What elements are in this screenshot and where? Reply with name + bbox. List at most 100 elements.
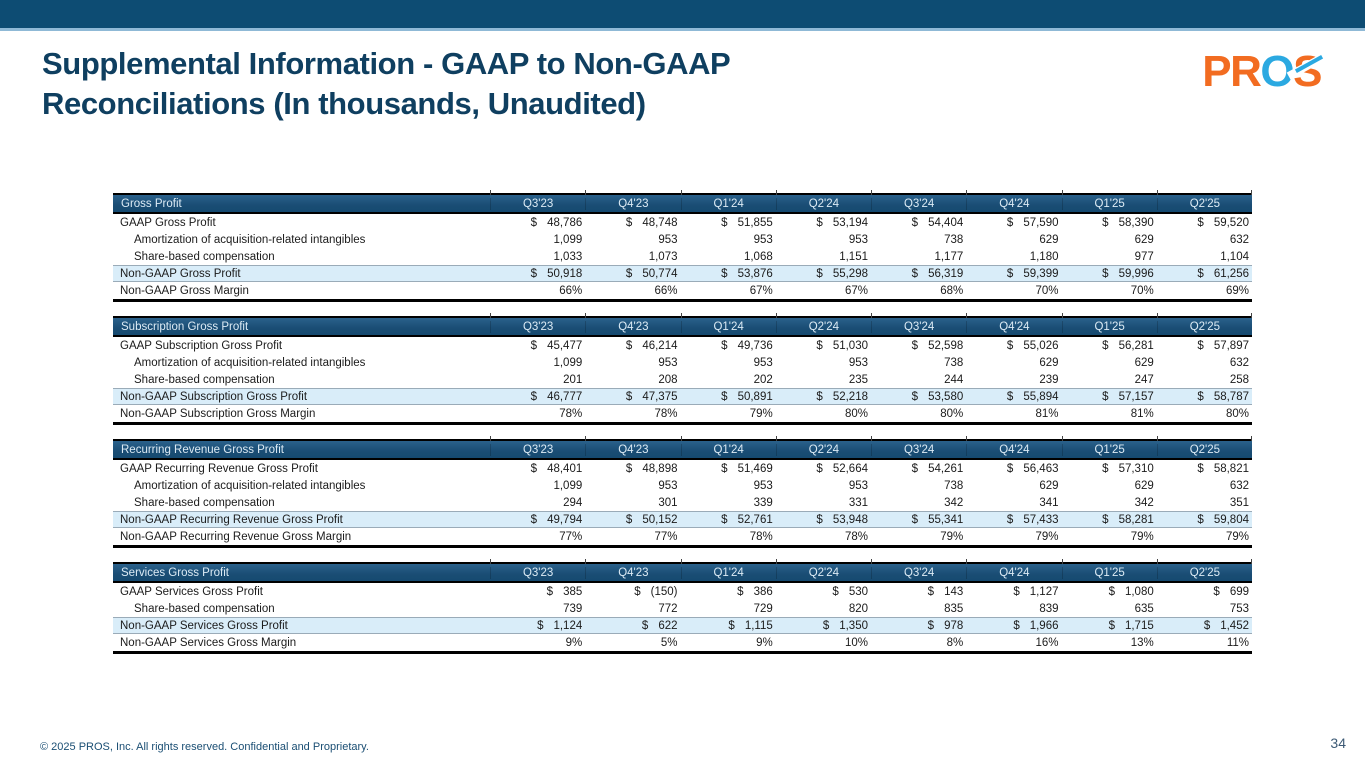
cell-number: 753 bbox=[1229, 602, 1249, 615]
dollar-sign: $ bbox=[530, 339, 538, 352]
cell-value: $46,777 bbox=[490, 391, 585, 403]
cell-value: $56,281 bbox=[1062, 340, 1157, 352]
dollar-sign: $ bbox=[737, 585, 744, 598]
cell-value: 820 bbox=[776, 603, 871, 615]
cell-number: 45,477 bbox=[547, 339, 583, 352]
cell-number: 1,099 bbox=[553, 479, 583, 492]
cell-number: 49,794 bbox=[547, 513, 583, 526]
cell-number: 81% bbox=[1130, 407, 1154, 420]
row-label: Amortization of acquisition-related inta… bbox=[134, 356, 366, 369]
dollar-sign: $ bbox=[1006, 390, 1014, 403]
cell-number: 46,214 bbox=[642, 339, 678, 352]
dollar-sign: $ bbox=[721, 462, 728, 475]
dollar-sign: $ bbox=[546, 585, 554, 598]
cell-value: $58,281 bbox=[1062, 514, 1157, 526]
cell-number: 58,390 bbox=[1118, 216, 1154, 229]
table-row: Amortization of acquisition-related inta… bbox=[113, 354, 1252, 371]
cell-value: $622 bbox=[585, 620, 680, 632]
cell-value: 10% bbox=[776, 637, 871, 649]
cell-number: 55,341 bbox=[928, 513, 964, 526]
cell-value: 1,099 bbox=[490, 234, 585, 246]
cell-value: 1,073 bbox=[585, 251, 680, 263]
cell-number: 53,194 bbox=[832, 216, 868, 229]
dollar-sign: $ bbox=[1102, 513, 1109, 526]
cell-value: 632 bbox=[1157, 357, 1252, 369]
cell-value: 70% bbox=[966, 285, 1061, 297]
column-header: Q4'24 bbox=[966, 312, 1061, 333]
cell-value: 953 bbox=[585, 357, 680, 369]
cell-number: 202 bbox=[753, 373, 773, 386]
cell-number: 301 bbox=[658, 496, 678, 509]
cell-value: $59,804 bbox=[1157, 514, 1252, 526]
cell-value: $48,748 bbox=[585, 217, 680, 229]
page-number: 34 bbox=[1330, 735, 1346, 751]
cell-value: 78% bbox=[776, 531, 871, 543]
column-header: Q4'23 bbox=[585, 435, 680, 456]
cell-value: $1,127 bbox=[966, 586, 1061, 598]
cell-value: $49,736 bbox=[681, 340, 776, 352]
column-header: Q2'25 bbox=[1156, 435, 1253, 456]
dollar-sign: $ bbox=[641, 619, 649, 632]
cell-value: 629 bbox=[1062, 480, 1157, 492]
dollar-sign: $ bbox=[1197, 390, 1204, 403]
cell-value: 1,177 bbox=[871, 251, 966, 263]
table-row: Share-based compensation 1,033 1,073 1,068 1… bbox=[113, 248, 1252, 265]
cell-value: 331 bbox=[776, 497, 871, 509]
cell-number: 1,104 bbox=[1220, 250, 1249, 263]
cell-value: 632 bbox=[1157, 480, 1252, 492]
cell-number: 78% bbox=[844, 530, 868, 543]
column-header: Q4'23 bbox=[585, 312, 680, 333]
dollar-sign: $ bbox=[728, 619, 735, 632]
cell-number: 51,855 bbox=[737, 216, 773, 229]
cell-value: 953 bbox=[585, 234, 680, 246]
cell-number: 294 bbox=[563, 496, 583, 509]
cell-number: 50,918 bbox=[547, 267, 583, 280]
reconciliation-table: Recurring Revenue Gross Profit Q3'23 Q4'23… bbox=[113, 435, 1253, 548]
cell-number: 53,876 bbox=[737, 267, 773, 280]
cell-value: 70% bbox=[1062, 285, 1157, 297]
dollar-sign: $ bbox=[1197, 513, 1204, 526]
cell-value: 342 bbox=[871, 497, 966, 509]
column-header: Q3'23 bbox=[490, 435, 585, 456]
cell-value: 629 bbox=[1062, 357, 1157, 369]
cell-value: $51,855 bbox=[681, 217, 776, 229]
cell-value: 953 bbox=[681, 480, 776, 492]
dollar-sign: $ bbox=[625, 462, 633, 475]
cell-value: 1,068 bbox=[681, 251, 776, 263]
table-row: GAAP Recurring Revenue Gross Profit $48,4… bbox=[113, 460, 1252, 477]
dollar-sign: $ bbox=[1006, 216, 1014, 229]
cell-number: 55,894 bbox=[1023, 390, 1059, 403]
cell-number: 9% bbox=[756, 636, 773, 649]
cell-value: 79% bbox=[966, 531, 1061, 543]
pros-logo: PROS bbox=[1202, 50, 1328, 94]
cell-value: $53,876 bbox=[681, 268, 776, 280]
cell-number: 59,399 bbox=[1023, 267, 1059, 280]
cell-number: 50,891 bbox=[737, 390, 773, 403]
column-header: Q3'24 bbox=[871, 435, 966, 456]
cell-number: 1,127 bbox=[1029, 585, 1059, 598]
cell-number: 953 bbox=[848, 479, 868, 492]
cell-value: 629 bbox=[966, 234, 1061, 246]
cell-value: $1,115 bbox=[681, 620, 776, 632]
column-header: Q4'24 bbox=[966, 189, 1061, 210]
table-header-row: Services Gross Profit Q3'23 Q4'23 Q1'24 Q2'2… bbox=[113, 558, 1253, 583]
cell-value: 953 bbox=[776, 234, 871, 246]
cell-value: 239 bbox=[966, 374, 1061, 386]
cell-number: 953 bbox=[848, 356, 868, 369]
cell-value: $59,996 bbox=[1062, 268, 1157, 280]
cell-number: 1,033 bbox=[553, 250, 583, 263]
column-header: Q4'24 bbox=[966, 435, 1061, 456]
cell-number: 953 bbox=[658, 233, 678, 246]
table-row: GAAP Services Gross Profit $385 $ (150) $386… bbox=[113, 583, 1252, 600]
cell-value: 208 bbox=[585, 374, 680, 386]
cell-value: $58,787 bbox=[1157, 391, 1252, 403]
dollar-sign: $ bbox=[911, 462, 919, 475]
cell-number: 80% bbox=[1225, 407, 1249, 420]
cell-value: $50,774 bbox=[585, 268, 680, 280]
dollar-sign: $ bbox=[816, 267, 823, 280]
table-row: Share-based compensation 739 772 729 820 835 8… bbox=[113, 600, 1252, 617]
column-header: Q2'24 bbox=[775, 312, 871, 333]
cell-value: $48,786 bbox=[490, 217, 585, 229]
dollar-sign: $ bbox=[911, 267, 919, 280]
cell-value: 79% bbox=[1157, 531, 1252, 543]
